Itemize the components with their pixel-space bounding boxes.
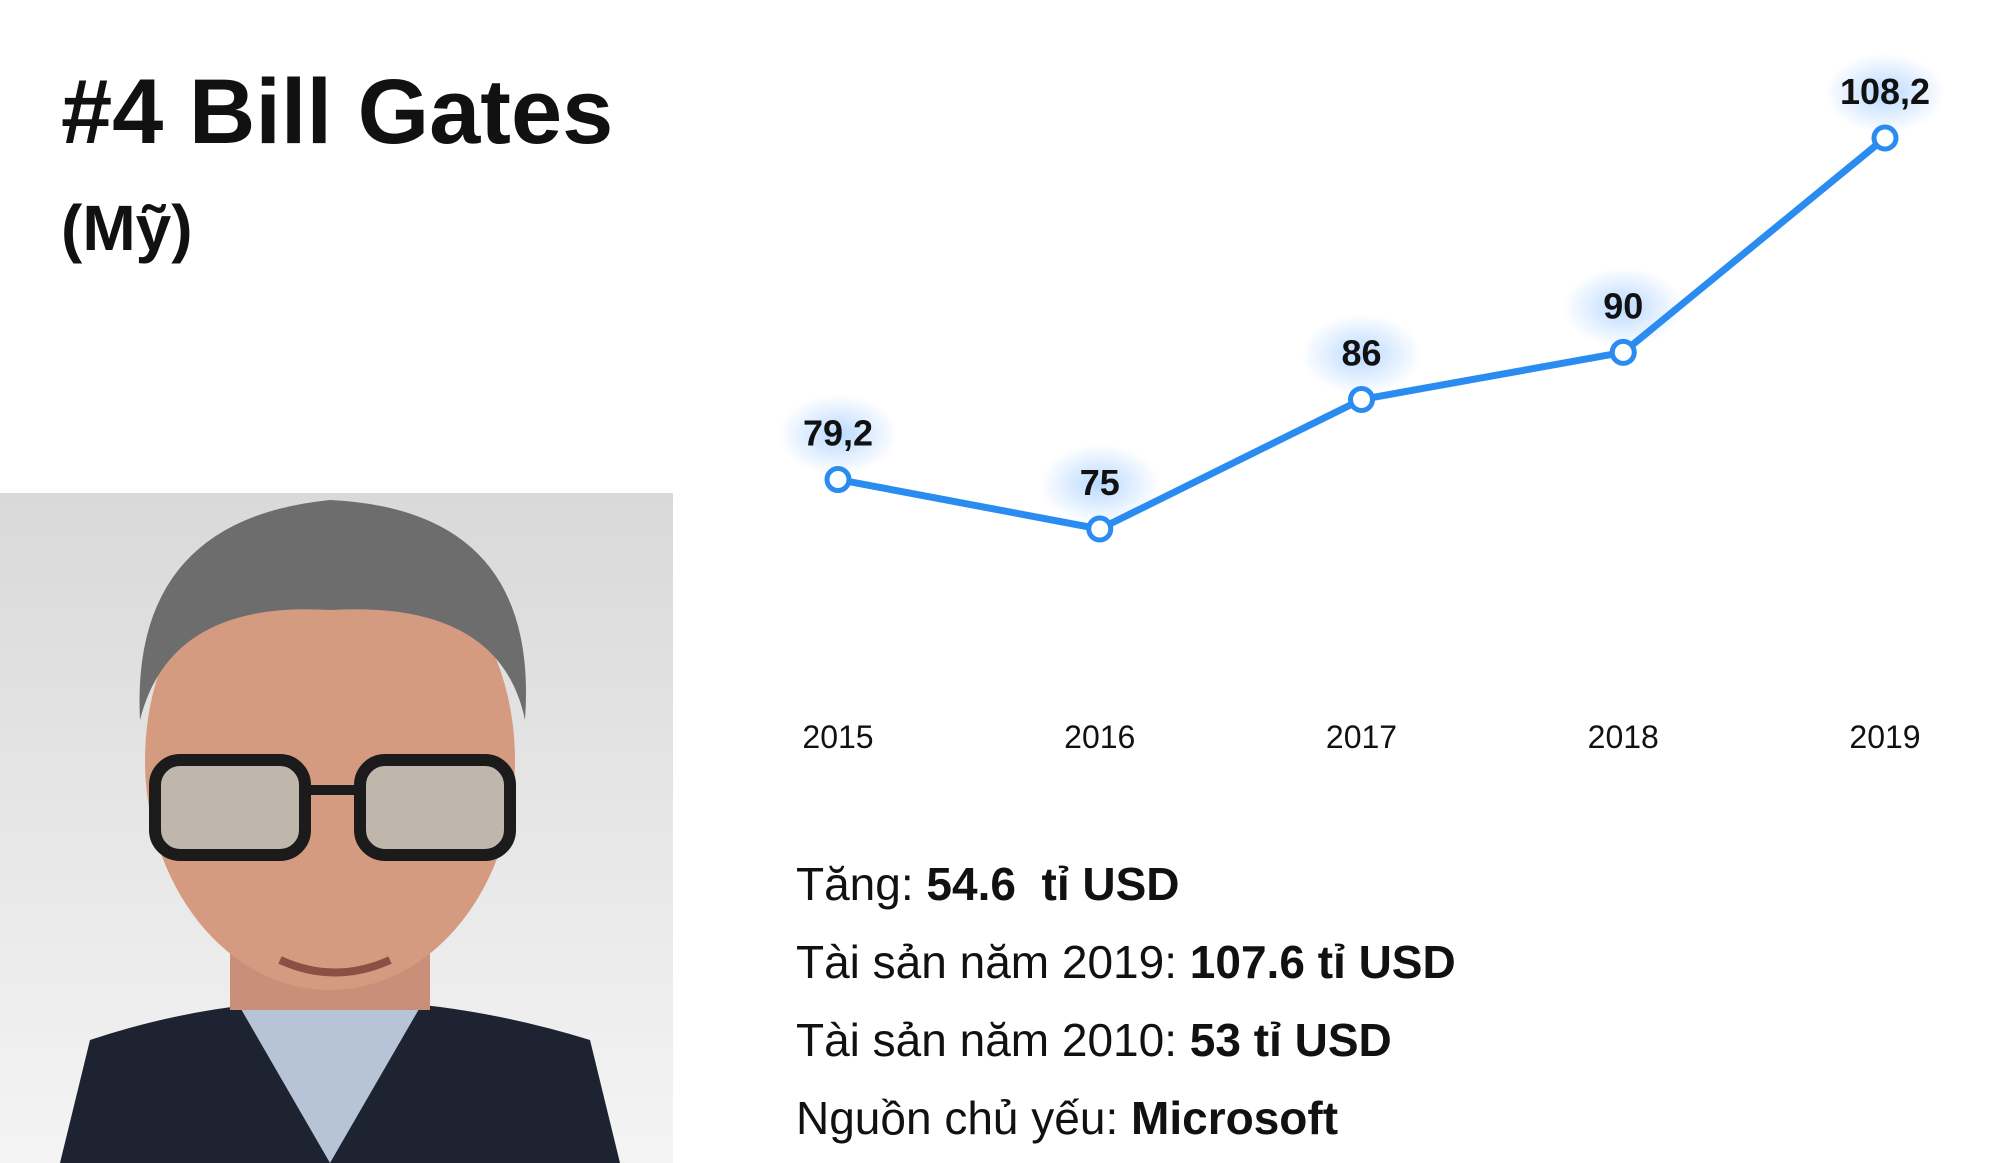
- point: [1348, 385, 1375, 413]
- point: [824, 466, 852, 494]
- portrait: [0, 493, 673, 1163]
- x-tick-label: 2018: [1588, 719, 1659, 755]
- stat-value: Microsoft: [1131, 1092, 1339, 1144]
- stat-value: 107.6 tỉ USD: [1189, 936, 1456, 988]
- label-glow: [778, 394, 898, 475]
- x-tick-label: 2015: [802, 719, 873, 755]
- label-glow: [1825, 53, 1945, 133]
- plot: 79,2 2015 75 2016 86 2017 90 2018 108,2 2019: [778, 53, 1945, 755]
- data-label: 86: [1341, 332, 1381, 373]
- stat-row: Tăng: 54.6 tỉ USD: [796, 845, 1456, 923]
- stat-label: Tài sản năm 2019:: [796, 936, 1178, 988]
- stat-row: Tài sản năm 2010: 53 tỉ USD: [796, 1001, 1456, 1079]
- point: [1609, 338, 1637, 366]
- stat-row: Tài sản năm 2019: 107.6 tỉ USD: [796, 923, 1456, 1001]
- stat-label: Nguồn chủ yếu:: [796, 1092, 1119, 1144]
- data-label: 79,2: [803, 413, 873, 454]
- stat-value: 54.6 tỉ USD: [926, 858, 1180, 910]
- stat-label: Tăng:: [796, 858, 914, 910]
- point: [1871, 124, 1899, 152]
- data-label: 75: [1080, 462, 1120, 503]
- point: [1086, 515, 1114, 543]
- x-tick-label: 2016: [1064, 719, 1135, 755]
- stat-row: Nguồn chủ yếu: Microsoft: [796, 1079, 1456, 1157]
- subtitle: (Mỹ): [61, 192, 193, 264]
- stat-label: Tài sản năm 2010:: [796, 1014, 1178, 1066]
- label-glow: [1301, 314, 1422, 395]
- data-label: 108,2: [1840, 71, 1930, 112]
- data-label: 90: [1603, 285, 1643, 326]
- label-glow: [1039, 444, 1160, 524]
- title: #4 Bill Gates: [61, 61, 613, 163]
- stat-value: 53 tỉ USD: [1189, 1014, 1392, 1066]
- x-tick-label: 2019: [1849, 719, 1920, 755]
- stats: Tăng: 54.6 tỉ USD Tài sản năm 2019: 107.6…: [796, 845, 1456, 1157]
- x-tick-label: 2017: [1326, 719, 1397, 755]
